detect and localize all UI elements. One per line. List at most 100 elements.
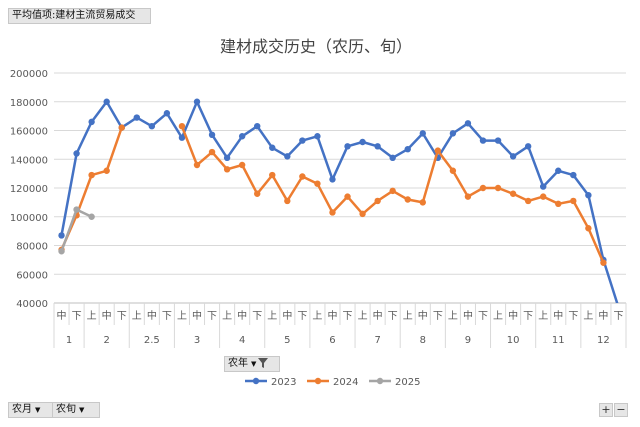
- data-point-2024: [464, 193, 472, 200]
- data-point-2024: [434, 147, 442, 154]
- data-point-2024: [540, 193, 547, 200]
- row-field-month-button[interactable]: 农月 ▼: [8, 402, 56, 418]
- x-month-label: 8: [420, 335, 426, 346]
- data-point-2023: [344, 143, 351, 150]
- data-point-2023: [570, 171, 577, 179]
- x-month-label: 12: [597, 335, 610, 346]
- dropdown-arrow-icon: ▼: [79, 406, 85, 414]
- data-point-2023: [284, 153, 291, 160]
- y-tick-label: 140000: [10, 155, 48, 166]
- row-field-month-label: 农月: [12, 404, 32, 415]
- legend-field-button[interactable]: 农年 ▼: [224, 356, 280, 372]
- data-point-2024: [269, 171, 276, 179]
- y-tick-label: 200000: [10, 69, 48, 80]
- data-point-2023: [58, 232, 65, 239]
- data-point-2023: [389, 154, 396, 162]
- series-2025: [58, 206, 95, 255]
- x-month-label: 5: [284, 335, 290, 346]
- x-dekad-label: 下: [252, 311, 262, 322]
- data-point-2023: [479, 137, 487, 144]
- y-tick-label: 80000: [16, 242, 48, 253]
- x-dekad-label: 中: [418, 309, 428, 322]
- x-dekad-label: 上: [222, 310, 232, 322]
- chart-title: 建材成交历史（农历、旬）: [220, 37, 412, 56]
- data-point-2024: [208, 148, 216, 156]
- x-month-label: 4: [239, 335, 245, 346]
- data-point-2023: [314, 133, 321, 140]
- x-dekad-label: 中: [282, 309, 292, 322]
- data-point-2023: [254, 122, 261, 130]
- x-dekad-label: 上: [87, 310, 97, 322]
- data-point-2023: [404, 145, 411, 153]
- data-point-2023: [540, 183, 547, 190]
- data-point-2024: [449, 167, 457, 174]
- data-point-2024: [524, 197, 532, 205]
- x-dekad-label: 中: [508, 309, 518, 322]
- x-dekad-label: 上: [403, 310, 413, 322]
- data-point-2023: [524, 143, 532, 150]
- data-point-2024: [329, 209, 336, 216]
- data-point-2023: [88, 118, 95, 126]
- y-tick-label: 40000: [16, 299, 48, 310]
- row-field-dekad-label: 农旬: [56, 404, 76, 415]
- data-point-2023: [208, 131, 216, 139]
- data-point-2023: [223, 154, 231, 162]
- x-dekad-label: 中: [463, 309, 473, 322]
- data-point-2023: [133, 114, 140, 121]
- data-point-2024: [254, 190, 261, 197]
- x-month-label: 11: [552, 335, 565, 346]
- legend-label-2024: 2024: [333, 377, 358, 388]
- data-point-2024: [555, 200, 562, 208]
- data-point-2024: [419, 199, 426, 206]
- data-point-2024: [374, 197, 381, 205]
- x-dekad-label: 中: [373, 309, 383, 322]
- row-field-dekad-button[interactable]: 农旬 ▼: [52, 402, 100, 418]
- plus-icon: +: [601, 403, 611, 416]
- data-point-2023: [509, 153, 517, 160]
- data-point-2024: [88, 171, 95, 179]
- value-field-button[interactable]: 平均值项:建材主流贸易成交: [8, 8, 151, 24]
- data-point-2023: [269, 144, 276, 151]
- x-dekad-label: 上: [493, 310, 503, 322]
- x-dekad-label: 中: [598, 309, 608, 322]
- data-point-2024: [344, 193, 351, 200]
- plot-area: [58, 98, 619, 303]
- x-dekad-label: 上: [267, 310, 277, 322]
- x-month-label: 10: [507, 335, 520, 346]
- data-point-2023: [585, 191, 592, 199]
- data-point-2024: [193, 161, 201, 169]
- x-month-label: 6: [329, 335, 335, 346]
- x-dekad-label: 下: [117, 311, 127, 322]
- x-dekad-label: 下: [207, 311, 217, 322]
- data-point-2024: [223, 166, 231, 173]
- x-dekad-label: 中: [147, 309, 157, 322]
- dropdown-arrow-icon: ▼: [35, 406, 41, 414]
- x-dekad-label: 中: [553, 309, 563, 322]
- x-dekad-label: 下: [613, 311, 623, 322]
- data-point-2023: [494, 137, 502, 144]
- data-point-2023: [464, 120, 472, 127]
- x-dekad-label: 下: [72, 311, 82, 322]
- series-line-2024: [180, 125, 605, 264]
- data-point-2023: [73, 150, 80, 157]
- x-dekad-label: 上: [583, 310, 593, 322]
- dropdown-arrow-icon: ▼: [251, 360, 257, 368]
- data-point-2023: [449, 130, 457, 137]
- data-point-2024: [389, 187, 396, 195]
- collapse-button[interactable]: −: [614, 403, 628, 417]
- y-tick-label: 120000: [10, 184, 48, 195]
- x-month-label: 2: [103, 335, 109, 346]
- data-point-2023: [359, 138, 366, 146]
- legend-marker-2024: [314, 377, 322, 385]
- x-dekad-label: 中: [102, 309, 112, 322]
- x-dekad-label: 下: [523, 311, 533, 322]
- x-dekad-label: 下: [343, 311, 353, 322]
- value-field-label: 平均值项:建材主流贸易成交: [12, 10, 136, 21]
- expand-button[interactable]: +: [599, 403, 613, 417]
- legend: 2023 2024 2025: [245, 377, 420, 388]
- y-tick-label: 60000: [16, 270, 48, 281]
- data-point-2024: [585, 225, 592, 232]
- x-month-label: 7: [374, 335, 380, 346]
- data-point-2023: [103, 98, 110, 105]
